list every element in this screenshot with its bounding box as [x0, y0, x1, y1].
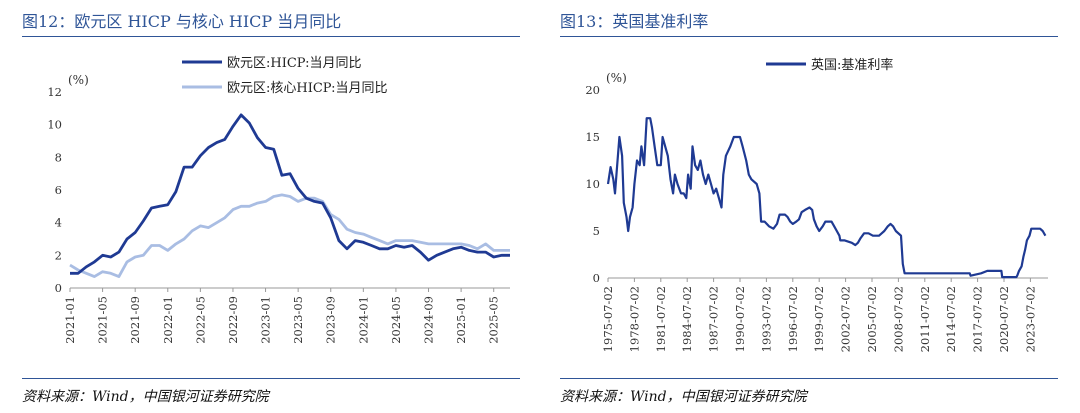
y-unit-label: (%) [68, 73, 89, 87]
x-tick-label: 2022-09 [226, 296, 240, 344]
y-tick-label: 0 [593, 271, 600, 285]
figure-title: 图13：英国基准利率 [560, 12, 709, 31]
source-note: 资料来源：Wind，中国银河证券研究院 [22, 389, 269, 405]
y-tick-label: 2 [55, 248, 62, 262]
x-tick-label: 2008-07-02 [891, 286, 905, 352]
x-tick-label: 1999-07-02 [812, 286, 826, 352]
figure-12-panel: 图12：欧元区 HICP 与核心 HICP 当月同比 0 2 4 6 8 10 12 (%) 2… [22, 0, 542, 413]
x-tick-label: 2023-05 [291, 296, 305, 344]
x-tick-label: 2022-05 [193, 296, 207, 344]
x-tick-label: 2021-09 [128, 296, 142, 344]
x-tick-label: 2022-01 [161, 296, 175, 344]
y-tick-label: 15 [585, 130, 600, 144]
legend-label-0: 欧元区:HICP:当月同比 [227, 56, 361, 71]
x-tick-label: 2021-05 [96, 296, 110, 344]
figure-title: 图12：欧元区 HICP 与核心 HICP 当月同比 [22, 12, 342, 31]
source-note: 资料来源：Wind，中国银河证券研究院 [560, 389, 807, 405]
series-line-1 [69, 193, 510, 278]
x-tick-label: 2021-01 [63, 296, 77, 344]
y-tick-label: 0 [55, 281, 62, 295]
hicp-line-chart: 0 2 4 6 8 10 12 (%) 2021-01 2021-05 2021-09 2022-01… [47, 56, 510, 344]
x-tick-label: 1996-07-02 [786, 286, 800, 352]
series-line-0 [70, 113, 510, 275]
y-tick-label: 20 [585, 83, 600, 97]
y-tick-label: 6 [55, 183, 62, 197]
x-tick-label: 2023-07-02 [1023, 286, 1037, 352]
x-tick-label: 2023-01 [259, 296, 273, 344]
x-tick-label: 1975-07-02 [601, 286, 615, 352]
y-tick-label: 8 [55, 150, 62, 164]
x-tick-label: 1990-07-02 [733, 286, 747, 352]
y-tick-label: 5 [593, 224, 600, 238]
title-divider [560, 36, 1058, 37]
x-tick-label: 1978-07-02 [627, 286, 641, 352]
x-tick-label: 2024-01 [356, 296, 370, 344]
legend-label-0: 英国:基准利率 [811, 57, 893, 73]
x-tick-label: 2024-09 [422, 296, 436, 344]
x-tick-label: 2024-05 [389, 296, 403, 344]
x-tick-label: 2014-07-02 [944, 286, 958, 352]
x-tick-label: 2011-07-02 [918, 286, 932, 352]
x-tick-label: 2005-07-02 [865, 286, 879, 352]
y-unit-label: (%) [606, 71, 627, 85]
x-tick-label: 2025-05 [487, 296, 501, 344]
x-tick-label: 2023-09 [324, 296, 338, 344]
y-tick-label: 10 [47, 118, 62, 132]
legend-label-1: 欧元区:核心HICP:当月同比 [227, 81, 387, 96]
figure-13-panel: 图13：英国基准利率 0 5 10 15 20 (%) 1975-07-02 1978-07-… [560, 0, 1080, 413]
bottom-divider [22, 378, 520, 379]
uk-bank-rate-line-chart: 0 5 10 15 20 (%) 1975-07-02 1978-07-02 1981-07-0… [585, 57, 1048, 352]
y-tick-label: 12 [47, 85, 62, 99]
y-tick-label: 4 [55, 216, 62, 230]
x-tick-label: 2020-07-02 [997, 286, 1011, 352]
x-tick-label: 1981-07-02 [654, 286, 668, 352]
x-tick-label: 1993-07-02 [759, 286, 773, 352]
x-tick-label: 2025-01 [454, 296, 468, 344]
series-line-0 [606, 117, 1047, 279]
bottom-divider [560, 378, 1058, 379]
x-tick-label: 2002-07-02 [839, 286, 853, 352]
x-tick-label: 1984-07-02 [680, 286, 694, 352]
title-divider [22, 36, 520, 37]
x-tick-label: 2017-07-02 [971, 286, 985, 352]
x-tick-label: 1987-07-02 [707, 286, 721, 352]
y-tick-label: 10 [585, 177, 600, 191]
